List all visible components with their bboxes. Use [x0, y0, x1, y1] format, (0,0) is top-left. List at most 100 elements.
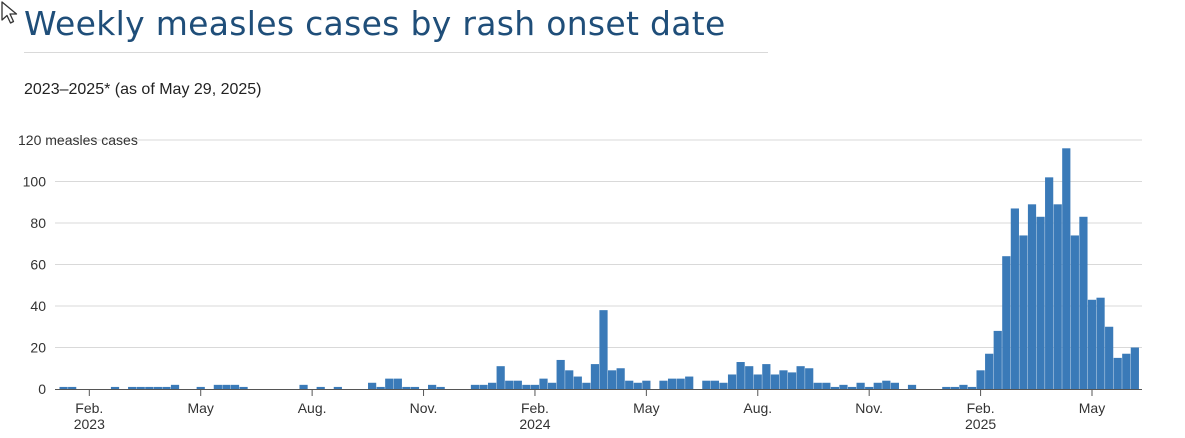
bar: [110, 386, 120, 389]
bar: [513, 380, 522, 389]
bar: [299, 384, 308, 389]
bar: [368, 382, 377, 389]
bar: [607, 370, 617, 389]
bar: [136, 386, 145, 389]
bar: [882, 380, 891, 389]
bar: [813, 382, 822, 389]
bar: [128, 386, 137, 389]
y-tick-label: 40: [30, 298, 46, 314]
bar: [796, 366, 805, 389]
bar: [1070, 235, 1079, 389]
x-tick-label: Aug.: [743, 400, 772, 416]
bar: [573, 376, 582, 389]
x-tick-label: Nov.: [855, 400, 883, 416]
bar: [625, 380, 634, 389]
x-tick-label: May: [187, 400, 213, 416]
bar: [1062, 148, 1071, 389]
bar: [839, 384, 848, 389]
bar: [316, 386, 325, 389]
bar: [222, 384, 231, 389]
bar: [230, 384, 240, 389]
bar: [976, 370, 985, 389]
bar: [59, 386, 68, 389]
bar: [753, 374, 762, 389]
title-divider: [24, 52, 768, 53]
bar: [633, 382, 642, 389]
bar: [762, 364, 771, 389]
bar: [565, 370, 574, 389]
bar: [822, 382, 831, 389]
bar: [1087, 299, 1097, 389]
bar: [967, 386, 977, 389]
mouse-cursor-icon: [1, 1, 18, 24]
bar: [556, 359, 565, 389]
bar: [393, 378, 402, 390]
bar: [1113, 357, 1122, 390]
bar: [616, 368, 625, 389]
bar: [702, 380, 711, 389]
bar: [787, 372, 797, 389]
bar: [685, 376, 694, 389]
bar: [667, 378, 677, 390]
bar: [856, 382, 865, 389]
y-tick-label: 60: [30, 257, 46, 273]
bar: [830, 386, 839, 389]
bar: [436, 386, 445, 389]
chart-subtitle: 2023–2025* (as of May 29, 2025): [24, 81, 262, 98]
x-tick-label: Aug.: [298, 400, 327, 416]
bar: [539, 378, 548, 390]
bar: [847, 386, 857, 389]
bar: [145, 386, 154, 389]
bar: [547, 382, 557, 389]
bar: [68, 386, 77, 389]
bar: [659, 380, 668, 389]
bar: [239, 386, 248, 389]
bar: [907, 384, 917, 389]
bar: [479, 384, 488, 389]
bar: [805, 368, 814, 389]
bar: [1010, 208, 1019, 389]
bar: [736, 362, 745, 389]
x-tick-year-label: 2024: [519, 416, 550, 432]
bar: [153, 386, 162, 389]
x-tick-year-label: 2023: [74, 416, 105, 432]
page-title: Weekly measles cases by rash onset date: [24, 4, 726, 43]
bar: [428, 384, 437, 389]
bar: [599, 310, 608, 389]
bar: [985, 353, 994, 389]
x-tick-label: Feb.: [521, 400, 549, 416]
bar: [942, 386, 951, 389]
bar: [470, 384, 480, 389]
bars: [59, 148, 1139, 390]
x-tick-label: Feb.: [967, 400, 995, 416]
bar: [710, 380, 720, 389]
bar: [385, 378, 394, 390]
bar: [959, 384, 968, 389]
bar: [642, 380, 651, 389]
bar: [873, 382, 882, 389]
bar: [505, 380, 514, 389]
bar: [1002, 256, 1011, 389]
bar: [402, 386, 411, 389]
bar: [1130, 347, 1139, 389]
y-tick-label: 100: [23, 174, 47, 190]
bar: [950, 386, 959, 389]
y-tick-label: 0: [38, 381, 46, 397]
bar: [779, 370, 788, 389]
x-tick-label: Feb.: [75, 400, 103, 416]
bar: [170, 384, 180, 389]
bar: [1027, 204, 1037, 389]
grid-lines: [55, 139, 1142, 348]
bar: [1096, 297, 1105, 389]
bar: [1122, 353, 1131, 389]
bar: [719, 382, 728, 389]
bar: [213, 384, 222, 389]
bar: [993, 330, 1002, 389]
bar: [770, 374, 780, 389]
bar: [727, 374, 737, 389]
bar: [676, 378, 685, 390]
bar: [333, 386, 342, 389]
bar: [496, 366, 505, 389]
